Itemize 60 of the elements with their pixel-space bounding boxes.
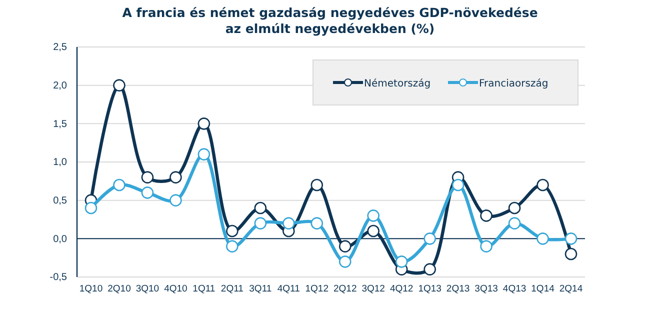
y-tick-label: 2,5: [53, 42, 68, 54]
point: [564, 232, 578, 245]
point: [367, 224, 380, 238]
point: [226, 224, 238, 238]
point: [113, 178, 126, 192]
x-tick-label: 2Q13: [446, 284, 470, 295]
point: [254, 217, 267, 230]
point: [480, 240, 492, 252]
point: [536, 178, 549, 192]
point: [564, 248, 578, 260]
x-tick-label: 3Q12: [362, 284, 385, 295]
x-tick-label: 4Q10: [164, 284, 188, 295]
point: [170, 171, 182, 184]
x-tick-label: 1Q12: [305, 284, 329, 295]
x-tick-label: 3Q11: [249, 284, 272, 295]
point: [113, 79, 126, 92]
y-tick-label: 1,0: [53, 157, 68, 168]
y-tick-label: 1,5: [53, 118, 68, 130]
point: [367, 210, 380, 222]
point: [198, 118, 210, 130]
point: [254, 202, 267, 214]
x-tick-label: 2Q11: [220, 284, 244, 295]
legend-label: Németország: [364, 78, 431, 90]
legend-label: Franciaország: [479, 78, 548, 90]
point: [338, 240, 352, 252]
x-tick-label: 1Q10: [79, 284, 103, 295]
point: [508, 217, 521, 230]
x-tick-label: 4Q11: [277, 284, 300, 295]
x-tick-label: 1Q13: [418, 284, 442, 295]
point: [282, 217, 295, 230]
x-tick-label: 3Q13: [474, 284, 498, 295]
x-tick-label: 3Q10: [136, 284, 160, 295]
point: [170, 194, 182, 206]
point: [84, 202, 98, 214]
point: [310, 178, 324, 192]
point: [141, 171, 154, 184]
point: [424, 232, 436, 245]
point: [226, 240, 238, 252]
x-tick-label: 1Q11: [192, 284, 216, 295]
x-tick-label: 4Q13: [502, 284, 526, 295]
point: [536, 232, 549, 245]
y-tick-label: 0,5: [53, 196, 68, 207]
x-tick-label: 2Q10: [108, 284, 131, 295]
x-tick-label: 2Q12: [333, 284, 357, 295]
point: [480, 210, 492, 222]
x-tick-label: 2Q14: [559, 284, 583, 295]
y-tick-label: 0,0: [53, 234, 68, 245]
point: [452, 178, 464, 192]
point: [395, 256, 408, 268]
point: [198, 148, 210, 160]
point: [424, 263, 436, 276]
point: [141, 186, 154, 199]
point: [310, 217, 324, 230]
y-tick-label: 2,0: [53, 80, 68, 92]
x-tick-label: 4Q12: [390, 284, 414, 295]
point: [338, 256, 352, 268]
chart-title: A francia és német gazdaság negyedéves GDP-növekedése az elmúlt negyedévekben (%): [122, 5, 538, 36]
y-tick-label: -0,5: [50, 272, 68, 284]
point: [508, 202, 521, 214]
x-tick-label: 1Q14: [531, 284, 554, 295]
